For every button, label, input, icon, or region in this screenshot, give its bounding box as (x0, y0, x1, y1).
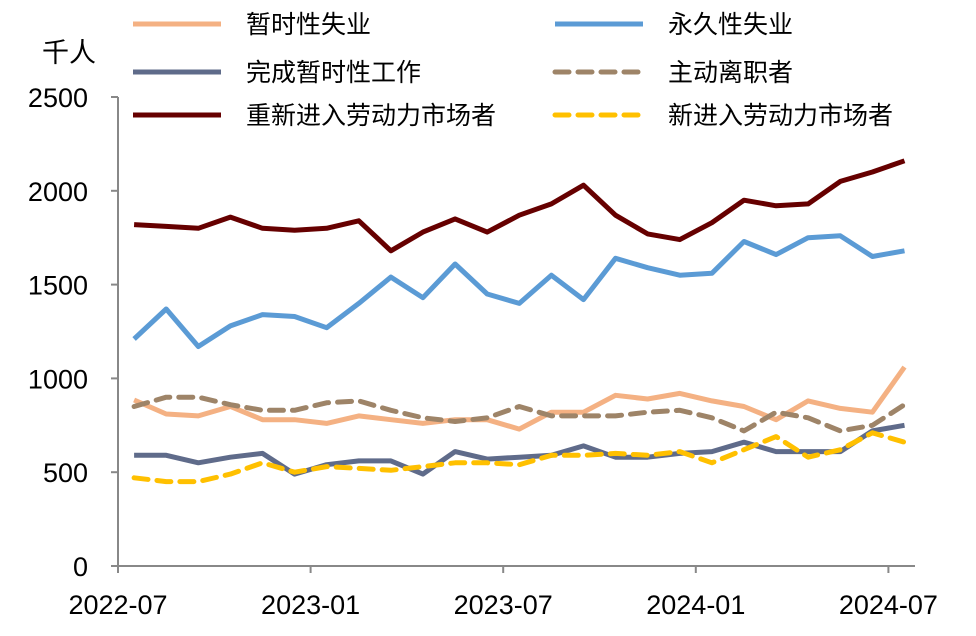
x-tick-label: 2024-07 (839, 590, 938, 620)
y-tick-label: 2000 (28, 177, 88, 207)
legend-label: 完成暂时性工作 (246, 59, 421, 87)
legend-label: 主动离职者 (668, 59, 793, 87)
x-tick-label: 2023-01 (261, 590, 360, 620)
x-axis: 2022-07 2023-01 2023-07 2024-01 2024-07 (68, 566, 937, 620)
plot-area (134, 161, 905, 482)
legend-item: 完成暂时性工作 (133, 59, 421, 87)
y-tick-label: 2500 (28, 83, 88, 113)
y-tick-label: 1000 (28, 364, 88, 394)
legend-label: 暂时性失业 (246, 11, 371, 39)
legend-item: 暂时性失业 (133, 11, 371, 39)
y-tick-label: 1500 (28, 271, 88, 301)
legend-label: 重新进入劳动力市场者 (246, 102, 496, 130)
legend-label: 永久性失业 (668, 11, 793, 39)
y-tick-label: 0 (73, 552, 88, 582)
x-tick-label: 2024-01 (646, 590, 745, 620)
series-line-0 (134, 367, 904, 429)
y-axis-unit-label: 千人 (42, 38, 96, 68)
y-axis: 0 500 1000 1500 2000 2500 (28, 83, 118, 582)
legend-item: 重新进入劳动力市场者 (133, 102, 496, 130)
legend-item: 永久性失业 (555, 11, 793, 39)
y-tick-label: 500 (43, 458, 88, 488)
legend-item: 主动离职者 (555, 59, 793, 87)
series-line-4 (134, 161, 904, 251)
x-tick-label: 2022-07 (68, 590, 167, 620)
legend-label: 新进入劳动力市场者 (668, 102, 893, 130)
x-tick-label: 2023-07 (454, 590, 553, 620)
legend-item: 新进入劳动力市场者 (555, 102, 893, 130)
series-line-1 (134, 236, 904, 347)
